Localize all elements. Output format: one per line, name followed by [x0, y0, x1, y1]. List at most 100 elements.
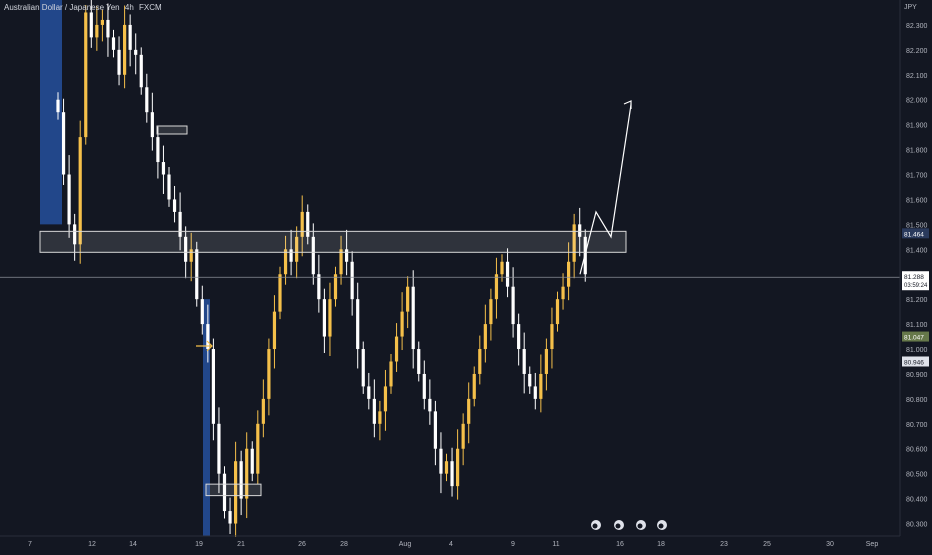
x-tick-label: 28 — [340, 541, 348, 548]
resistance-zone — [39, 230, 627, 253]
y-tick-label: 81.100 — [906, 322, 928, 329]
candle-body — [123, 24, 127, 75]
symbol-name: Australian Dollar / Japanese Yen — [4, 3, 120, 12]
candle-body — [111, 37, 116, 50]
y-tick-label: 81.900 — [906, 123, 928, 130]
candle-body — [383, 386, 388, 412]
x-tick-label: 30 — [826, 541, 834, 548]
event-icon-inner — [615, 523, 621, 529]
candle-body — [317, 274, 321, 300]
candle-body — [378, 411, 382, 424]
candle-body — [561, 286, 565, 300]
y-tick-label: 81.600 — [906, 197, 928, 204]
candle-body — [150, 112, 154, 138]
candle-body — [456, 448, 460, 487]
event-icon-inner — [592, 523, 598, 529]
candle-body — [322, 299, 326, 337]
candle-body — [478, 349, 482, 374]
candle-body — [295, 236, 299, 262]
candle-body — [261, 398, 265, 424]
currency-label: JPY — [904, 4, 917, 11]
candle-body — [439, 448, 443, 474]
candle-body — [450, 461, 454, 487]
candle-body — [567, 261, 571, 287]
x-tick-label: 26 — [298, 541, 306, 548]
candle-body — [356, 299, 360, 350]
symbol-interval: 4h — [124, 3, 134, 12]
y-tick-label: 82.100 — [906, 73, 928, 80]
candle-body — [95, 24, 99, 38]
x-tick-label: Sep — [866, 541, 879, 548]
y-tick-label: 80.600 — [906, 447, 928, 454]
highlight-layer — [40, 0, 210, 536]
price-tag-2: 80.946 — [904, 359, 924, 366]
candle-body — [89, 12, 93, 38]
candle-body — [156, 137, 160, 163]
x-tick-label: 19 — [195, 541, 203, 548]
candle-body — [422, 373, 426, 399]
candle-body — [184, 236, 188, 262]
candle-body — [178, 211, 182, 237]
candle-body — [461, 423, 465, 449]
candle-body — [550, 324, 554, 350]
x-tick-label: 14 — [129, 541, 137, 548]
x-tick-label: 23 — [720, 541, 728, 548]
x-tick-label: 4 — [449, 541, 453, 548]
candle-body — [417, 349, 421, 374]
event-icons[interactable] — [591, 520, 667, 530]
candle-body — [345, 249, 349, 262]
candle-body — [195, 249, 199, 300]
candle-body — [245, 448, 249, 499]
y-tick-label: 81.800 — [906, 148, 928, 155]
candle-body — [578, 224, 582, 237]
candle-body — [56, 99, 60, 113]
signal-arrow — [196, 340, 213, 352]
x-tick-label: 12 — [88, 541, 96, 548]
candle-body — [500, 261, 504, 275]
supply-zone — [156, 125, 188, 135]
candle-body — [267, 349, 271, 399]
y-tick-label: 80.800 — [906, 397, 928, 404]
y-tick-label: 82.300 — [906, 23, 928, 30]
candle-body — [467, 398, 471, 424]
current-price-tag-bg — [902, 271, 929, 291]
zone-price-tag: 81.464 — [904, 231, 924, 238]
candle-body — [61, 112, 66, 175]
price-tag-1-bg — [902, 331, 929, 342]
candle-body — [128, 24, 132, 50]
candle-body — [228, 511, 232, 524]
candle-body — [389, 361, 393, 387]
highlight-bar-left — [40, 0, 62, 225]
candle-body — [67, 174, 71, 225]
event-icon-inner — [658, 523, 664, 529]
candle-body — [234, 461, 238, 524]
candle-body — [333, 274, 338, 300]
y-tick-label: 81.700 — [906, 173, 928, 180]
candle-body — [73, 224, 77, 245]
candle-body — [283, 249, 288, 275]
candle-body — [200, 299, 204, 325]
price-tag-2-bg — [902, 356, 929, 367]
candle-body — [494, 274, 499, 300]
x-axis[interactable]: 7 12 14 19 21 26 28 Aug 4 9 11 16 18 23 25 30 Sep — [28, 541, 878, 548]
candle-body — [106, 19, 110, 38]
candle-body — [433, 411, 437, 449]
candle-body — [134, 49, 138, 55]
candle-body — [394, 336, 399, 362]
candle-body — [528, 373, 532, 387]
candle-body — [411, 286, 415, 350]
candle-body — [211, 349, 215, 424]
x-tick-label: 18 — [657, 541, 665, 548]
y-axis[interactable]: 80.300 80.400 80.500 80.600 80.700 80.800 80.9… — [902, 4, 929, 529]
candle-body — [139, 54, 143, 88]
candle-body — [350, 261, 354, 300]
x-tick-label: 25 — [763, 541, 771, 548]
candle-body — [372, 398, 376, 424]
candle-body — [306, 211, 310, 237]
candle-body — [250, 448, 254, 474]
y-tick-label: 80.700 — [906, 422, 928, 429]
candle-body — [339, 249, 343, 275]
y-tick-label: 80.500 — [906, 472, 928, 479]
